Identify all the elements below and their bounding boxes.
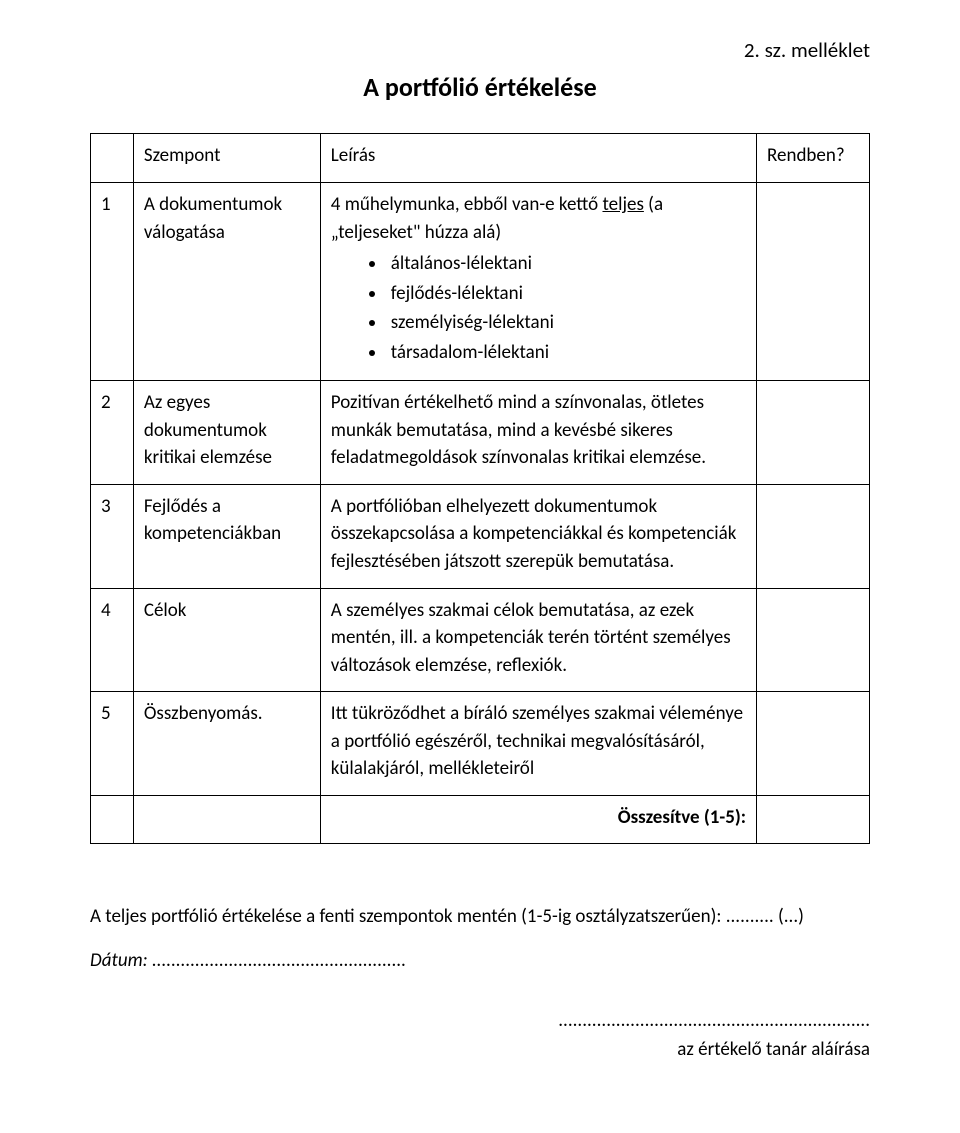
row-num: 3 [91, 484, 134, 588]
row-num: 4 [91, 588, 134, 692]
date-line: Dátum: .................................… [90, 948, 870, 974]
footer-block: A teljes portfólió értékelése a fenti sz… [90, 904, 870, 1063]
row-num: 1 [91, 182, 134, 380]
desc-lead-underlined: teljes [602, 193, 643, 216]
table-row: 2 Az egyes dokumentumok kritikai elemzés… [91, 381, 870, 485]
row-desc: Itt tükröződhet a bíráló személyes szakm… [320, 692, 756, 796]
row-num: 2 [91, 381, 134, 485]
summary-value [757, 795, 870, 844]
header-ok: Rendben? [757, 134, 870, 183]
summary-label: Összesítve (1-5): [320, 795, 756, 844]
summary-empty [91, 795, 134, 844]
row-desc: A személyes szakmai célok bemutatása, az… [320, 588, 756, 692]
row-ok [757, 588, 870, 692]
row-aspect: Az egyes dokumentumok kritikai elemzése [133, 381, 320, 485]
header-aspect: Szempont [133, 134, 320, 183]
signature-block: ........................................… [90, 1008, 870, 1063]
row-desc: Pozitívan értékelhető mind a színvonalas… [320, 381, 756, 485]
signature-dots: ........................................… [90, 1008, 870, 1034]
header-num [91, 134, 134, 183]
table-row: 4 Célok A személyes szakmai célok bemuta… [91, 588, 870, 692]
signature-label: az értékelő tanár aláírása [90, 1037, 870, 1063]
row-ok [757, 692, 870, 796]
bullet-item: általános-lélektani [387, 250, 746, 278]
bullet-item: társadalom-lélektani [387, 339, 746, 367]
desc-bullets: általános-lélektani fejlődés-lélektani s… [331, 250, 746, 366]
table-row: 3 Fejlődés a kompetenciákban A portfólió… [91, 484, 870, 588]
row-num: 5 [91, 692, 134, 796]
row-ok [757, 484, 870, 588]
bullet-item: személyiség-lélektani [387, 309, 746, 337]
row-aspect: Összbenyomás. [133, 692, 320, 796]
row-ok [757, 182, 870, 380]
summary-row: Összesítve (1-5): [91, 795, 870, 844]
desc-lead-pre: 4 műhelymunka, ebből van-e kettő [331, 193, 603, 216]
annex-label: 2. sz. melléklet [90, 36, 870, 64]
table-row: 5 Összbenyomás. Itt tükröződhet a bíráló… [91, 692, 870, 796]
row-aspect: Fejlődés a kompetenciákban [133, 484, 320, 588]
row-ok [757, 381, 870, 485]
row-aspect: Célok [133, 588, 320, 692]
bullet-item: fejlődés-lélektani [387, 280, 746, 308]
page-title: A portfólió értékelése [90, 70, 870, 105]
row-aspect: A dokumentumok válogatása [133, 182, 320, 380]
summary-empty [133, 795, 320, 844]
table-row: 1 A dokumentumok válogatása 4 műhelymunk… [91, 182, 870, 380]
table-header-row: Szempont Leírás Rendben? [91, 134, 870, 183]
overall-line: A teljes portfólió értékelése a fenti sz… [90, 904, 870, 930]
row-desc: A portfólióban elhelyezett dokumentumok … [320, 484, 756, 588]
row-desc: 4 műhelymunka, ebből van-e kettő teljes … [320, 182, 756, 380]
date-label: Dátum: [90, 949, 152, 972]
date-dots: ........................................… [152, 949, 406, 972]
header-desc: Leírás [320, 134, 756, 183]
evaluation-table: Szempont Leírás Rendben? 1 A dokumentumo… [90, 133, 870, 844]
